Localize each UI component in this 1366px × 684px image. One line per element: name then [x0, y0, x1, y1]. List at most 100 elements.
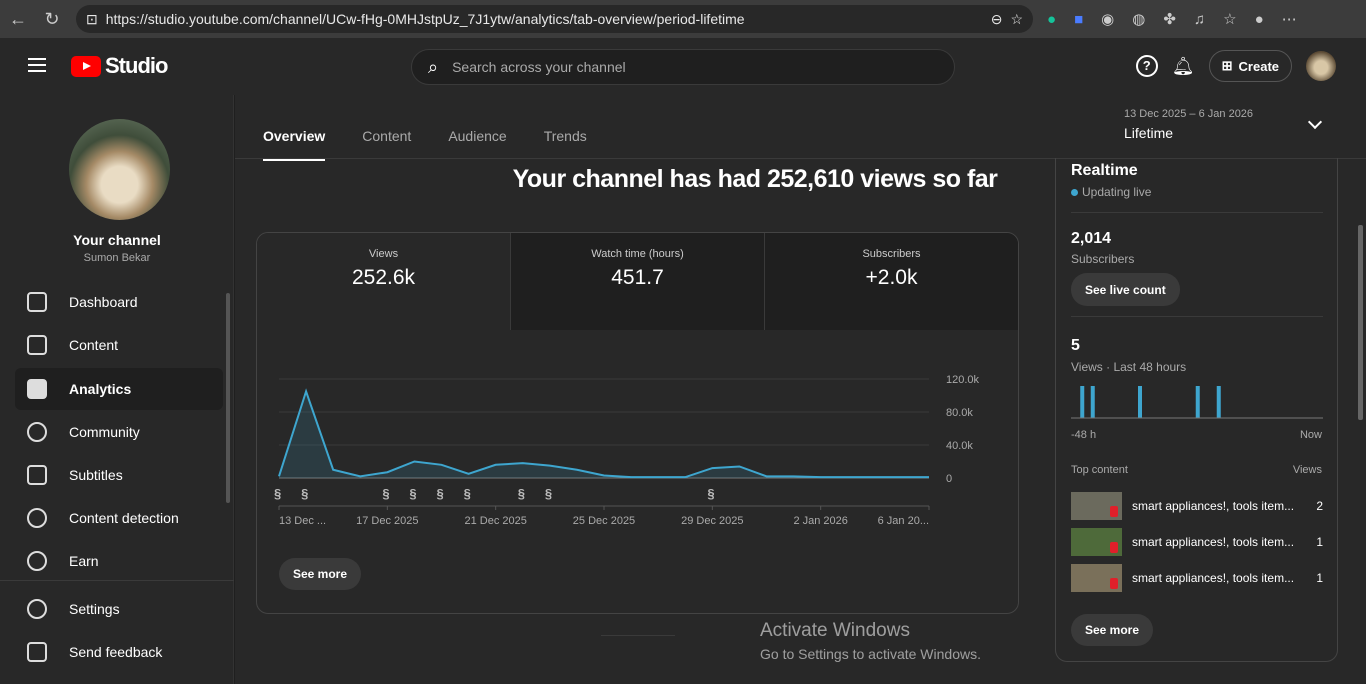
y-tick-label: 120.0k [946, 374, 980, 386]
sidebar-item-analytics[interactable]: Analytics [15, 368, 223, 410]
address-bar[interactable]: ⊡ https://studio.youtube.com/channel/UCw… [76, 5, 1033, 33]
sidebar-item-dashboard[interactable]: Dashboard [15, 281, 223, 323]
tab-content[interactable]: Content [362, 128, 412, 144]
metric-label: Watch time (hours) [591, 248, 684, 260]
account-avatar[interactable] [1306, 51, 1336, 81]
views-area [279, 391, 929, 478]
realtime-bar [1195, 386, 1200, 418]
divider [1071, 212, 1323, 213]
y-tick-label: 0 [946, 473, 952, 485]
axis-start-label: -48 h [1071, 429, 1097, 441]
grammarly-extension-icon[interactable]: ● [1047, 10, 1057, 28]
help-icon[interactable]: ? [1135, 55, 1158, 77]
see-more-button[interactable]: See more [279, 558, 362, 590]
back-icon[interactable]: ← [9, 8, 27, 29]
shorts-icon: § [409, 486, 416, 501]
x-tick-label: 29 Dec 2025 [681, 515, 743, 527]
sidebar-item-content-detection[interactable]: Content detection [15, 497, 223, 539]
sidebar: Your channel Sumon Bekar Dashboard Conte… [0, 95, 234, 684]
sidebar-item-label: Community [69, 424, 140, 440]
views-line [278, 388, 929, 479]
metric-value: +2.0k [865, 266, 918, 289]
y-tick-label: 40.0k [946, 440, 973, 452]
metric-subscribers[interactable]: Subscribers +2.0k [765, 233, 1018, 330]
shorts-icon: § [518, 486, 525, 501]
top-content-item[interactable]: smart appliances!, tools item... 1 [1071, 563, 1323, 593]
metric-watch-time[interactable]: Watch time (hours) 451.7 [511, 233, 765, 330]
copyright-icon [27, 508, 47, 528]
shorts-icon: § [545, 486, 552, 501]
tab-overview[interactable]: Overview [263, 128, 326, 161]
top-content-header: Top content [1071, 464, 1128, 476]
bookmark-star-icon[interactable]: ☆ [1010, 10, 1023, 27]
extension-icon[interactable]: ■ [1074, 10, 1084, 28]
top-content-item[interactable]: smart appliances!, tools item... 2 [1071, 491, 1323, 521]
media-icon[interactable]: ♫ [1193, 10, 1206, 28]
subscriber-count: 2,014 [1071, 230, 1112, 247]
extension-icon[interactable]: ◉ [1101, 11, 1115, 28]
sidebar-item-label: Analytics [69, 381, 132, 397]
extension-icon[interactable]: ◍ [1132, 11, 1146, 28]
divider [1071, 316, 1323, 317]
content-icon [27, 335, 47, 355]
tab-trends[interactable]: Trends [543, 128, 587, 144]
studio-header: Studio ⌕ Search across your channel ? 🔔︎… [0, 38, 1366, 95]
video-thumbnail [1071, 564, 1122, 592]
channel-avatar[interactable] [69, 119, 170, 220]
sidebar-item-earn[interactable]: Earn [15, 540, 223, 582]
more-menu-icon[interactable]: ⋯ [1281, 11, 1297, 28]
metric-views[interactable]: Views 252.6k [257, 233, 511, 330]
top-content-item[interactable]: smart appliances!, tools item... 1 [1071, 527, 1323, 557]
sidebar-item-send-feedback[interactable]: Send feedback [15, 631, 223, 673]
x-tick-label: 17 Dec 2025 [356, 515, 418, 527]
sidebar-item-label: Subtitles [69, 467, 123, 483]
menu-icon[interactable] [28, 58, 46, 76]
create-button[interactable]: ⊞ Create [1208, 50, 1292, 82]
analytics-icon [27, 379, 47, 399]
chevron-down-icon[interactable] [1307, 114, 1323, 130]
zoom-icon[interactable]: ⊖ [990, 10, 1003, 27]
site-info-icon[interactable]: ⊡ [86, 10, 98, 27]
divider [235, 158, 1366, 159]
search-input[interactable]: ⌕ Search across your channel [411, 49, 955, 85]
metric-value: 252.6k [351, 266, 416, 289]
video-title: smart appliances!, tools item... [1132, 535, 1295, 549]
dashboard-icon [27, 292, 47, 312]
notifications-bell-icon[interactable]: 🔔︎ [1171, 55, 1195, 76]
sidebar-scrollbar[interactable] [226, 293, 230, 503]
live-dot-icon [1071, 189, 1078, 196]
page-title: Your channel has had 252,610 views so fa… [512, 165, 998, 193]
create-label: Create [1238, 58, 1279, 74]
sidebar-item-content[interactable]: Content [15, 324, 223, 366]
puzzle-extensions-icon[interactable]: ✤ [1163, 11, 1176, 28]
metric-label: Views [368, 248, 399, 260]
subtitles-icon [27, 465, 47, 485]
sidebar-item-settings[interactable]: Settings [15, 588, 223, 630]
realtime-bar-chart [1071, 386, 1323, 419]
metric-value: 451.7 [611, 266, 664, 289]
shorts-icon: § [707, 486, 714, 501]
x-tick-label: 25 Dec 2025 [573, 515, 635, 527]
realtime-bar [1138, 386, 1142, 418]
sidebar-item-label: Dashboard [69, 294, 138, 310]
reload-icon[interactable]: ↻ [44, 8, 60, 29]
metric-label: Subscribers [862, 248, 921, 260]
sidebar-item-label: Send feedback [69, 644, 163, 660]
shorts-icon: § [301, 486, 308, 501]
realtime-see-more-button[interactable]: See more [1071, 614, 1154, 646]
period-label: Lifetime [1124, 125, 1174, 141]
tab-audience[interactable]: Audience [448, 128, 507, 144]
top-content-views-header: Views [1292, 464, 1322, 476]
activate-windows-watermark: Activate Windows [760, 620, 910, 641]
sidebar-item-community[interactable]: Community [15, 411, 223, 453]
profile-icon[interactable]: ● [1254, 10, 1264, 28]
see-live-count-button[interactable]: See live count [1071, 273, 1180, 306]
realtime-bar [1090, 386, 1095, 418]
views-chart: 120.0k 80.0k 40.0k 0 § § § § § § § § § 13 Dec ... 17 D… [274, 374, 980, 527]
channel-title: Your channel [73, 232, 161, 248]
main-scrollbar[interactable] [1358, 225, 1363, 420]
favorites-icon[interactable]: ☆ [1223, 11, 1237, 28]
studio-logo[interactable]: Studio [71, 53, 168, 79]
sidebar-item-subtitles[interactable]: Subtitles [15, 454, 223, 496]
period-selector[interactable]: 13 Dec 2025 – 6 Jan 2026 Lifetime [1124, 108, 1253, 141]
